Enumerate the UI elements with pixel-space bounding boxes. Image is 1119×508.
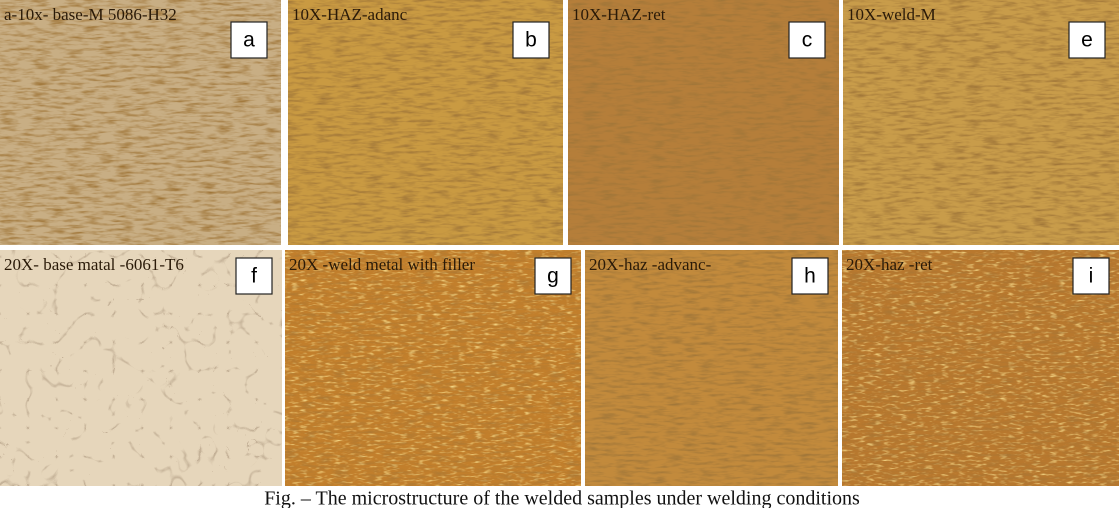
panel-letter: a bbox=[243, 29, 255, 52]
panel-letter: b bbox=[525, 29, 537, 52]
micrograph-panel: 20X-haz -advanc-h bbox=[585, 250, 838, 486]
panel-letter: e bbox=[1081, 29, 1093, 52]
panel-caption: a-10x- base-M 5086-H32 bbox=[4, 5, 177, 24]
panel-letter: g bbox=[547, 265, 559, 288]
micrograph-panel: 20X -weld metal with filler g bbox=[285, 250, 581, 486]
figure-caption: Fig. – The microstructure of the welded … bbox=[264, 488, 860, 508]
panel-caption: 10X-HAZ-ret bbox=[572, 5, 666, 24]
panel-letter: f bbox=[251, 265, 257, 288]
micrograph-panel: a-10x- base-M 5086-H32 a bbox=[0, 0, 281, 245]
panel-caption: 10X-weld-M bbox=[847, 5, 936, 24]
micrograph-panel: 20X-haz -ret i bbox=[842, 250, 1119, 486]
micrograph-panel: 10X-HAZ-adanc b bbox=[288, 0, 563, 245]
figure: a-10x- base-M 5086-H32a10X-HAZ-adancb10X… bbox=[0, 0, 1119, 508]
panel-letter: i bbox=[1089, 265, 1094, 288]
panel-caption: 10X-HAZ-adanc bbox=[292, 5, 408, 24]
micrograph-panel: 10X-weld-M e bbox=[843, 0, 1119, 245]
panel-caption: 20X- base matal -6061-T6 bbox=[4, 255, 184, 274]
panel-caption: 20X -weld metal with filler bbox=[289, 255, 475, 274]
panel-caption: 20X-haz -advanc- bbox=[589, 255, 712, 274]
panel-letter: h bbox=[804, 265, 816, 288]
panel-letter: c bbox=[802, 29, 813, 52]
micrograph-panel: 10X-HAZ-ret c bbox=[568, 0, 839, 245]
micrograph-panel: 20X- base matal -6061-T6 f bbox=[0, 250, 282, 486]
panel-caption: 20X-haz -ret bbox=[846, 255, 933, 274]
